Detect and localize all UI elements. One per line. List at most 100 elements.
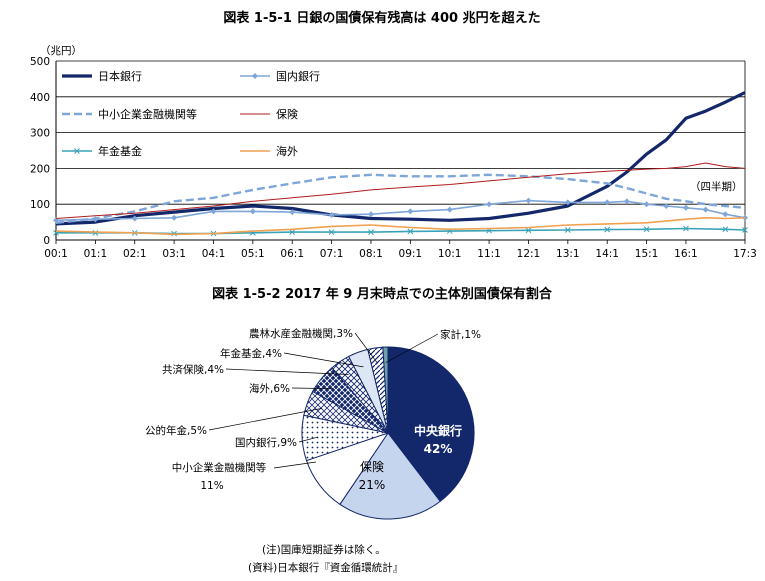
series-1 — [53, 197, 748, 224]
pie-slices — [301, 346, 475, 520]
x-tick-label: 11:1 — [477, 248, 501, 260]
data-point — [131, 215, 138, 222]
leader-line-3 — [298, 436, 318, 443]
x-tick-label: 01:1 — [84, 248, 108, 260]
x-axis-ticks: 00:1 01:1 02:1 03:1 04:1 05:1 06:1 07:1 08:1 09:1… — [44, 240, 757, 260]
legend-item-5: 海外 — [240, 144, 298, 158]
x-tick-label: 15:1 — [635, 248, 659, 260]
data-point — [742, 227, 748, 233]
data-point — [407, 228, 414, 235]
x-tick-label: 12:1 — [517, 248, 541, 260]
pie-label-8: 農林水産金融機関,3% — [249, 327, 353, 340]
leader-line-7 — [283, 352, 364, 368]
pie-value-2: 11% — [200, 480, 223, 492]
y-tick-label: 200 — [30, 163, 50, 175]
legend-item-4: 年金基金 — [62, 144, 142, 158]
data-point — [525, 227, 532, 234]
data-point — [722, 226, 729, 233]
legend-item-2: 中小企業金融機関等 — [62, 107, 197, 121]
x-tick-label: 08:1 — [359, 248, 383, 260]
data-point — [210, 208, 217, 215]
pie-leader-lines — [208, 332, 439, 469]
y-tick-label: 0 — [43, 235, 50, 247]
x-tick-label: 14:1 — [595, 248, 619, 260]
pie-label-0: 中央銀行 — [414, 423, 462, 438]
data-point — [604, 199, 611, 206]
data-point — [564, 199, 571, 206]
data-point — [702, 206, 709, 213]
data-point — [683, 225, 689, 232]
x-tick-label: 06:1 — [280, 248, 304, 260]
data-point — [249, 208, 256, 215]
x-tick-label: 02:1 — [123, 248, 147, 260]
series-line-2 — [55, 173, 746, 224]
data-point — [289, 209, 296, 216]
y-axis-unit-label: （兆円） — [40, 45, 82, 57]
data-point — [328, 229, 335, 235]
data-point — [446, 206, 453, 213]
data-point — [643, 226, 650, 233]
leader-line-5 — [291, 387, 334, 389]
y-tick-label: 300 — [30, 128, 50, 140]
data-point — [564, 227, 571, 233]
leader-line-2 — [273, 461, 317, 469]
data-point — [623, 198, 630, 205]
line-series-group — [53, 91, 748, 237]
pie-chart: 国内銀行,9% 公的年金,5% 海外,6% 共済保険,4% 年金基金,4% 農林水産金融機… — [145, 327, 481, 520]
leader-line-8 — [354, 332, 378, 364]
pie-label-1: 保険 — [360, 460, 384, 474]
pie-label-9: 家計,1% — [440, 328, 481, 341]
series-2 — [55, 173, 746, 224]
y-tick-label: 400 — [30, 92, 50, 104]
x-tick-label: 13:1 — [556, 248, 580, 260]
pie-label-2: 中小企業金融機関等 — [172, 461, 267, 474]
x-tick-label: 04:1 — [202, 248, 226, 260]
legend-label: 日本銀行 — [98, 69, 142, 83]
pie-label-3: 国内銀行,9% — [235, 436, 297, 449]
leader-line-6 — [225, 368, 349, 375]
line-chart: （兆円） 0 100 200 300 400 500 00:1 01:1 02:1 03:1 04… — [30, 45, 757, 260]
data-point — [368, 229, 374, 235]
leader-line-4 — [208, 408, 322, 431]
pie-label-4: 公的年金,5% — [145, 424, 207, 437]
x-tick-label: 03:1 — [162, 248, 186, 260]
data-point — [722, 211, 729, 218]
legend-item-0: 日本銀行 — [62, 69, 142, 83]
data-point — [663, 202, 670, 209]
pie-value-0: 42% — [424, 442, 453, 456]
data-point — [171, 214, 178, 221]
x-tick-label: 09:1 — [399, 248, 423, 260]
source-note: (資料)日本銀行『資金循環統計』 — [248, 561, 403, 574]
y-axis-ticks: 0 100 200 300 400 500 — [30, 56, 50, 247]
series-line-1 — [55, 199, 746, 222]
y-tick-label: 100 — [30, 199, 50, 211]
pie-slice-9 — [382, 346, 389, 434]
legend-label: 海外 — [276, 144, 298, 158]
x-tick-label: 10:1 — [438, 248, 462, 260]
x-tick-label: 07:1 — [320, 248, 344, 260]
series-5 — [55, 217, 746, 236]
data-point — [407, 208, 414, 215]
legend-label: 保険 — [276, 107, 298, 121]
data-point — [328, 211, 335, 218]
data-point — [682, 204, 689, 211]
series-3 — [55, 162, 746, 219]
data-point — [525, 197, 532, 204]
series-line-4 — [56, 227, 746, 235]
x-tick-label: 00:1 — [44, 248, 68, 260]
footnote: (注)国庫短期証券は除く。 — [262, 543, 386, 556]
y-tick-label: 500 — [30, 56, 50, 68]
pie-slice-1 — [339, 432, 441, 520]
pie-label-7: 年金基金,4% — [220, 347, 282, 360]
pie-value-1: 21% — [359, 478, 386, 492]
line-chart-title: 図表 1-5-1 日銀の国債保有残高は 400 兆円を超えた — [223, 10, 540, 26]
data-point — [289, 229, 296, 235]
data-point — [486, 201, 493, 208]
x-tick-label: 05:1 — [241, 248, 265, 260]
series-line-0 — [55, 91, 746, 226]
pie-label-6: 共済保険,4% — [162, 363, 224, 376]
leader-line-9 — [385, 333, 439, 363]
legend-label: 年金基金 — [98, 144, 142, 158]
